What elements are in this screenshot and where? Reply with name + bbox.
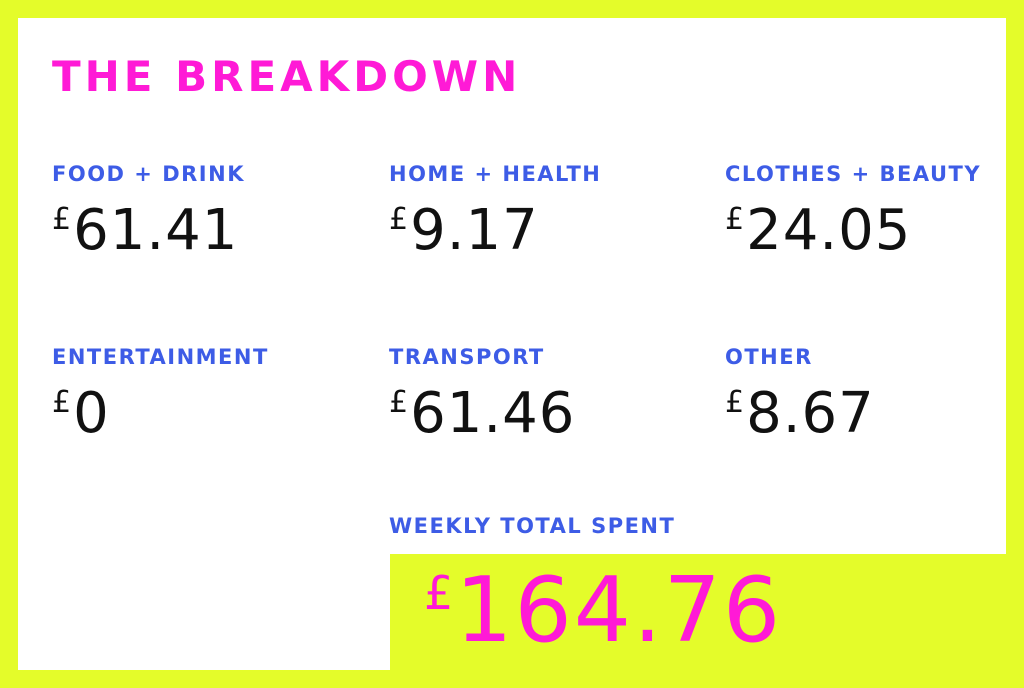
total-label: WEEKLY TOTAL SPENT — [389, 514, 676, 538]
category-amount: £0 — [52, 386, 269, 442]
category-label: CLOTHES + BEAUTY — [725, 162, 982, 186]
amount-value: 61.46 — [410, 381, 576, 446]
page-title: THE BREAKDOWN — [52, 52, 522, 101]
currency-symbol: £ — [52, 202, 72, 237]
currency-symbol: £ — [725, 385, 745, 420]
category-amount: £61.41 — [52, 203, 245, 259]
amount-value: 9.17 — [410, 198, 539, 263]
amount-value: 24.05 — [746, 198, 912, 263]
breakdown-card-lower — [18, 554, 390, 670]
category-amount: £8.67 — [725, 386, 875, 442]
breakdown-card — [18, 18, 1006, 554]
currency-symbol: £ — [52, 385, 72, 420]
amount-value: 61.41 — [73, 198, 239, 263]
category-label: TRANSPORT — [389, 345, 545, 369]
category-clothes-beauty: CLOTHES + BEAUTY £24.05 — [725, 164, 981, 259]
category-label: HOME + HEALTH — [389, 162, 602, 186]
amount-value: 0 — [73, 381, 110, 446]
currency-symbol: £ — [389, 202, 409, 237]
category-amount: £61.46 — [389, 386, 575, 442]
category-other: OTHER £8.67 — [725, 347, 875, 442]
total-amount: £164.76 — [424, 566, 782, 656]
category-amount: £24.05 — [725, 203, 981, 259]
category-food-drink: FOOD + DRINK £61.41 — [52, 164, 245, 259]
currency-symbol: £ — [424, 566, 454, 620]
amount-value: 8.67 — [746, 381, 875, 446]
category-entertainment: ENTERTAINMENT £0 — [52, 347, 269, 442]
category-home-health: HOME + HEALTH £9.17 — [389, 164, 601, 259]
category-label: ENTERTAINMENT — [52, 345, 269, 369]
total-value: 164.76 — [455, 558, 783, 663]
category-label: OTHER — [725, 345, 813, 369]
currency-symbol: £ — [389, 385, 409, 420]
category-label: FOOD + DRINK — [52, 162, 245, 186]
category-amount: £9.17 — [389, 203, 601, 259]
currency-symbol: £ — [725, 202, 745, 237]
category-transport: TRANSPORT £61.46 — [389, 347, 575, 442]
